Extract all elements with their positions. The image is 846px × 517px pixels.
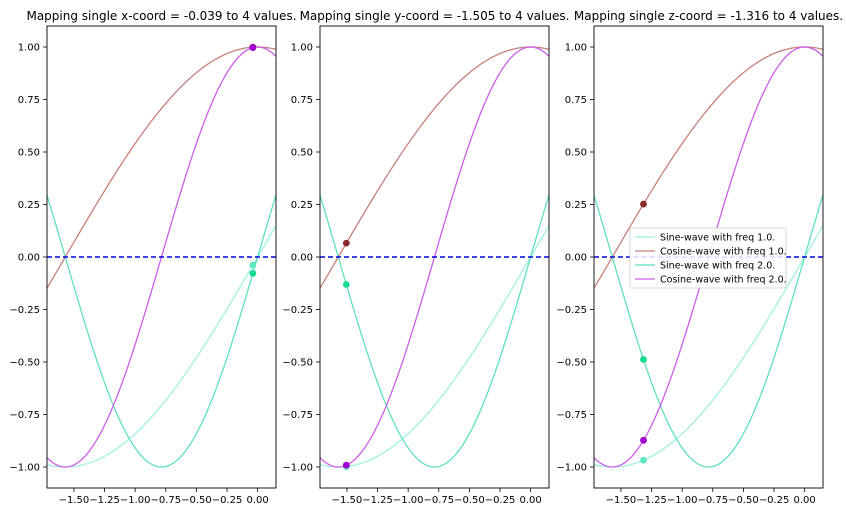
legend-entry: Sine-wave with freq 1.0. [660, 233, 775, 244]
x-tick-label: −0.50 [181, 495, 212, 506]
y-tick-label: −0.75 [556, 410, 587, 421]
y-tick-label: 1.00 [18, 43, 40, 54]
series-line-3 [594, 194, 823, 468]
x-tick-label: −0.25 [759, 495, 790, 506]
legend-entry: Sine-wave with freq 2.0. [660, 261, 775, 272]
x-tick-label: −0.50 [454, 495, 485, 506]
legend-entry: Cosine-wave with freq 1.0. [660, 247, 787, 258]
x-tick-label: −0.75 [697, 495, 728, 506]
x-tick-label: −0.75 [423, 495, 454, 506]
y-tick-label: −0.50 [556, 358, 587, 369]
y-tick-label: −1.00 [556, 463, 587, 474]
x-tick-label: −0.75 [150, 495, 181, 506]
x-tick-label: −0.25 [485, 495, 516, 506]
y-tick-label: 0.25 [291, 200, 313, 211]
chart-title: Mapping single z-coord = -1.316 to 4 val… [574, 9, 843, 23]
x-tick-label: −0.50 [728, 495, 759, 506]
x-tick-label: 0.00 [793, 495, 815, 506]
x-tick-label: −1.50 [606, 495, 637, 506]
x-tick-label: −1.50 [59, 495, 90, 506]
y-tick-label: −0.50 [9, 358, 40, 369]
y-tick-label: −1.00 [9, 463, 40, 474]
y-tick-label: 0.75 [291, 95, 313, 106]
data-point-2 [342, 239, 350, 247]
y-tick-label: 0.50 [565, 148, 587, 159]
y-tick-label: −0.25 [282, 305, 313, 316]
chart-title: Mapping single x-coord = -0.039 to 4 val… [26, 9, 296, 23]
data-point-3 [640, 356, 647, 363]
series-line-2 [47, 46, 276, 289]
y-tick-label: 0.00 [565, 253, 587, 264]
plot-area [47, 43, 276, 468]
y-tick-label: −1.00 [282, 463, 313, 474]
chart-title: Mapping single y-coord = -1.505 to 4 val… [300, 9, 570, 23]
x-tick-label: −1.25 [362, 495, 393, 506]
series-line-1 [594, 225, 823, 468]
x-tick-label: −1.50 [332, 495, 363, 506]
data-point-4 [342, 461, 350, 469]
data-point-1 [640, 456, 647, 464]
y-tick-label: −0.75 [282, 410, 313, 421]
y-tick-label: 0.00 [291, 253, 313, 264]
legend: Sine-wave with freq 1.0. Cosine-wave with… [629, 227, 787, 289]
y-tick-label: 0.25 [18, 200, 40, 211]
y-tick-label: 1.00 [291, 43, 313, 54]
x-tick-label: −0.25 [212, 495, 243, 506]
data-point-2 [640, 200, 647, 208]
y-tick-label: 0.75 [565, 95, 587, 106]
x-tick-label: −1.25 [89, 495, 120, 506]
x-tick-label: −1.25 [636, 495, 667, 506]
legend-entry: Cosine-wave with freq 2.0. [660, 275, 787, 286]
y-tick-label: −0.50 [282, 358, 313, 369]
data-point-4 [249, 44, 257, 52]
x-tick-label: −1.00 [393, 495, 424, 506]
series-line-1 [320, 225, 549, 468]
x-tick-label: −1.00 [120, 495, 151, 506]
data-point-3 [342, 281, 350, 288]
series-line-2 [594, 46, 823, 289]
series-line-1 [47, 225, 276, 468]
y-tick-label: 0.50 [291, 148, 313, 159]
data-point-3 [249, 269, 257, 277]
y-tick-label: −0.25 [9, 305, 40, 316]
data-point-4 [640, 436, 647, 444]
y-tick-label: −0.75 [9, 410, 40, 421]
x-tick-label: 0.00 [519, 495, 541, 506]
legend-box [629, 227, 787, 289]
plot-area [320, 46, 549, 470]
chart-panel-1: Mapping single x-coord = -0.039 to 4 val… [9, 9, 296, 506]
y-tick-label: −0.25 [556, 305, 587, 316]
y-tick-label: 0.75 [18, 95, 40, 106]
x-tick-label: −1.00 [667, 495, 698, 506]
y-tick-label: 1.00 [565, 43, 587, 54]
y-tick-label: 0.50 [18, 148, 40, 159]
data-point-1 [249, 261, 257, 269]
y-tick-label: 0.25 [565, 200, 587, 211]
y-tick-label: 0.00 [18, 253, 40, 264]
x-tick-label: 0.00 [246, 495, 268, 506]
series-line-3 [47, 194, 276, 468]
series-line-2 [320, 46, 549, 289]
chart-panel-3: Mapping single z-coord = -1.316 to 4 val… [556, 9, 843, 506]
chart-panel-2: Mapping single y-coord = -1.505 to 4 val… [282, 9, 569, 506]
series-line-3 [320, 194, 549, 468]
